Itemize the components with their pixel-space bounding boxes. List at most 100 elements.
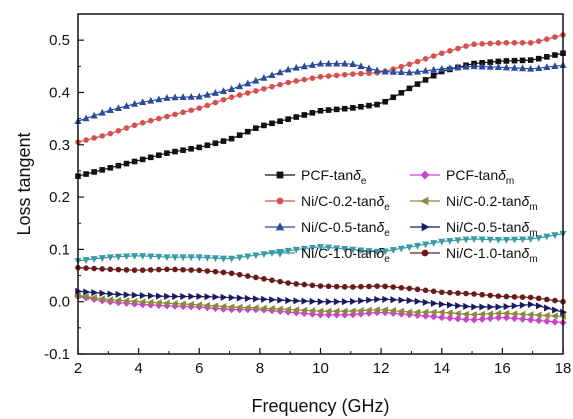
data-point xyxy=(463,302,470,310)
data-point xyxy=(219,255,228,263)
data-point xyxy=(212,99,219,106)
data-point xyxy=(494,63,502,71)
data-point xyxy=(300,62,308,70)
x-tick-label: 8 xyxy=(256,360,264,377)
data-point xyxy=(551,318,559,326)
data-point xyxy=(220,138,227,144)
data-point xyxy=(277,81,283,88)
data-point xyxy=(188,145,194,152)
data-point xyxy=(325,107,332,113)
data-point xyxy=(542,311,550,320)
data-point xyxy=(479,303,487,311)
data-point xyxy=(552,306,559,314)
data-point xyxy=(212,293,220,301)
data-point xyxy=(333,59,341,67)
x-axis-title: Frequency (GHz) xyxy=(251,396,389,416)
series-line xyxy=(77,34,564,143)
data-point xyxy=(333,72,340,79)
data-point xyxy=(301,281,308,288)
x-tick-label: 12 xyxy=(373,360,390,377)
data-point xyxy=(139,98,147,106)
data-point xyxy=(219,302,227,311)
data-point xyxy=(123,267,130,273)
data-point xyxy=(535,64,543,71)
data-point xyxy=(252,252,260,260)
data-point xyxy=(292,63,300,71)
legend-item: Ni/C-1.0-tanδm xyxy=(410,245,538,265)
data-point xyxy=(470,62,478,70)
data-point xyxy=(139,156,146,163)
series-6 xyxy=(74,230,567,265)
data-point xyxy=(156,266,162,273)
data-point xyxy=(123,125,130,131)
data-point xyxy=(162,299,170,307)
data-point xyxy=(535,295,542,302)
data-point xyxy=(463,43,469,49)
data-point xyxy=(366,70,372,77)
data-point xyxy=(131,158,138,165)
data-point xyxy=(317,107,324,114)
series-5 xyxy=(75,287,567,316)
data-point xyxy=(82,257,90,264)
data-point xyxy=(544,296,550,303)
data-point xyxy=(204,142,211,149)
data-point xyxy=(244,294,252,302)
data-point xyxy=(275,222,285,231)
data-point xyxy=(389,67,397,75)
data-point xyxy=(527,294,534,301)
series-0 xyxy=(75,50,566,179)
data-point xyxy=(220,96,227,103)
data-point xyxy=(454,63,462,71)
data-point xyxy=(195,301,203,309)
data-point xyxy=(115,128,122,134)
data-point xyxy=(519,294,526,300)
data-point xyxy=(406,61,413,68)
data-point xyxy=(171,300,178,308)
data-point xyxy=(123,160,130,167)
legend-item: Ni/C-0.2-tanδm xyxy=(410,193,538,213)
data-point xyxy=(236,254,244,262)
data-point xyxy=(502,309,510,317)
legend-label-subscript: e xyxy=(361,176,367,187)
data-point xyxy=(301,297,309,305)
series-layer xyxy=(74,32,567,327)
data-point xyxy=(429,313,438,321)
data-point xyxy=(187,254,195,262)
legend-label-delta: δ xyxy=(521,219,529,235)
data-point xyxy=(253,125,259,132)
data-point xyxy=(438,289,445,296)
data-point xyxy=(131,253,139,260)
data-point xyxy=(495,293,502,299)
data-point xyxy=(422,287,429,294)
data-point xyxy=(269,296,276,304)
data-point xyxy=(155,95,163,103)
data-point xyxy=(510,236,519,244)
data-point xyxy=(171,254,179,262)
data-point xyxy=(430,288,437,295)
series-3 xyxy=(74,291,566,320)
data-point xyxy=(454,237,462,245)
data-point xyxy=(438,50,445,57)
data-point xyxy=(123,291,131,299)
data-point xyxy=(156,115,162,122)
data-point xyxy=(390,94,397,101)
legend-label-name: Ni/C-1.0-tan xyxy=(446,245,521,261)
data-point xyxy=(398,90,405,96)
data-point xyxy=(552,297,558,304)
data-point xyxy=(381,306,388,314)
data-point xyxy=(309,282,316,289)
data-point xyxy=(90,294,97,302)
data-point xyxy=(535,38,542,44)
data-point xyxy=(268,71,276,78)
data-point xyxy=(317,283,324,289)
data-point xyxy=(437,308,445,316)
data-point xyxy=(188,267,194,273)
data-point xyxy=(252,76,260,84)
data-point xyxy=(430,299,438,307)
data-point xyxy=(502,237,510,244)
legend-label-name: Ni/C-0.2-tan xyxy=(301,193,376,209)
data-point xyxy=(445,309,453,317)
data-point xyxy=(219,87,228,95)
data-point xyxy=(438,300,446,308)
